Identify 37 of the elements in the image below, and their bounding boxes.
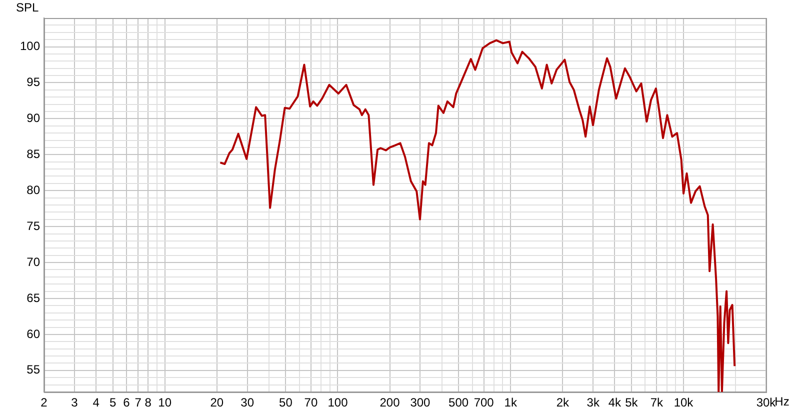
x-tick-label: 200	[380, 396, 400, 410]
x-tick-label: 5k	[625, 396, 639, 410]
x-axis-title: Hz	[774, 394, 790, 408]
x-tick-label: 8	[144, 396, 152, 410]
y-tick-label: 75	[26, 218, 40, 233]
x-tick-label: 500	[448, 396, 469, 410]
y-tick-label: 70	[26, 254, 40, 269]
x-tick-label: 30	[240, 396, 254, 410]
y-tick-label: 55	[26, 362, 40, 377]
x-tick-label: 2k	[556, 396, 570, 410]
x-tick-label: 3k	[586, 396, 600, 410]
x-tick-label: 6	[123, 396, 130, 410]
x-tick-label: 1k	[504, 396, 518, 410]
x-tick-label: 10k	[674, 396, 694, 410]
x-tick-label: 7	[134, 396, 142, 410]
x-tick-label: 700	[474, 396, 494, 410]
x-tick-label: 70	[304, 396, 318, 410]
x-tick-label: 10	[158, 396, 172, 410]
y-tick-label: 90	[26, 111, 40, 126]
x-tick-label: 20	[210, 396, 224, 410]
x-tick-label: 100	[328, 396, 348, 410]
x-tick-label: 5	[109, 396, 116, 410]
x-tick-label: 300	[410, 396, 431, 410]
y-tick-label: 100	[20, 39, 40, 54]
y-tick-label: 65	[26, 290, 40, 305]
x-tick-label: 30k	[756, 396, 777, 410]
y-axis-title: SPL	[16, 0, 40, 14]
x-tick-label: 3	[71, 396, 78, 410]
x-tick-label: 7k	[650, 396, 664, 410]
y-tick-label: 85	[26, 146, 40, 161]
x-tick-label: 4k	[608, 396, 622, 410]
y-tick-label: 95	[26, 75, 40, 90]
y-tick-label: 60	[26, 326, 40, 341]
x-tick-label: 50	[279, 396, 293, 410]
x-tick-label: 4	[92, 396, 100, 410]
x-tick-label: 2	[40, 396, 48, 410]
y-tick-label: 80	[26, 182, 40, 197]
